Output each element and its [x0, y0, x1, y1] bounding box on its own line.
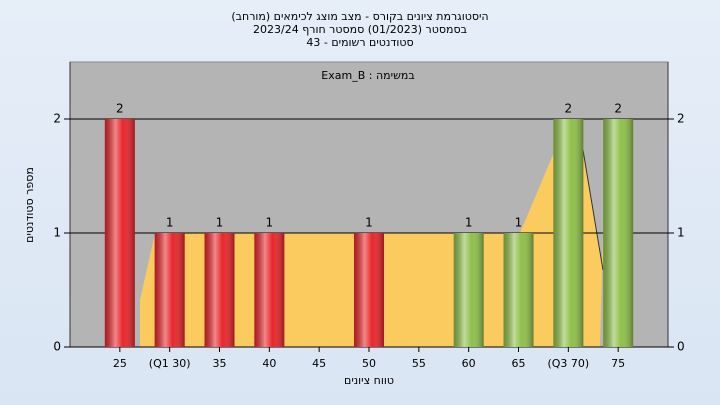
- bar: [204, 233, 235, 347]
- bar: [453, 233, 484, 347]
- x-tick-label: 40: [262, 357, 276, 370]
- data-label: 1: [216, 216, 224, 230]
- data-label: 1: [365, 216, 373, 230]
- bar: [104, 119, 135, 347]
- y-tick-label: 2: [53, 112, 61, 126]
- x-tick-label: 45: [312, 357, 326, 370]
- chart-title: היסטוגרמת ציונים בקורס - מצב מוצג לכימאי…: [231, 10, 488, 23]
- x-tick-label: (Q1 30): [149, 357, 191, 370]
- bar: [254, 233, 285, 347]
- data-label: 1: [515, 216, 523, 230]
- x-tick-label: 55: [412, 357, 426, 370]
- y-tick-label: 1: [53, 226, 61, 240]
- bar: [603, 119, 634, 347]
- x-tick-label: 65: [512, 357, 526, 370]
- x-tick-label: (Q3 70): [547, 357, 589, 370]
- y2-tick-label: 2: [677, 112, 685, 126]
- data-label: 2: [614, 102, 622, 116]
- data-label: 2: [565, 102, 573, 116]
- chart-subtitle: בסמסטר (01/2023) סמסטר חורף 2023/24: [253, 23, 467, 36]
- x-axis-title: טווח ציונים: [344, 374, 394, 387]
- y-axis-title: מספר סטודנטים: [23, 167, 36, 243]
- x-tick-label: 50: [362, 357, 376, 370]
- data-label: 1: [266, 216, 274, 230]
- bar: [154, 233, 185, 347]
- bar: [503, 233, 534, 347]
- x-tick-label: 60: [462, 357, 476, 370]
- x-tick-label: 25: [113, 357, 127, 370]
- y-tick-label: 0: [53, 340, 61, 354]
- data-label: 2: [116, 102, 124, 116]
- x-tick-label: 35: [213, 357, 227, 370]
- data-label: 1: [166, 216, 174, 230]
- data-label: 1: [465, 216, 473, 230]
- y2-tick-label: 1: [677, 226, 685, 240]
- annotation: במשימה : Exam_B: [321, 69, 414, 82]
- bar: [553, 119, 584, 347]
- chart-subtitle: סטודנטים רשומים - 43: [306, 36, 413, 49]
- y2-tick-label: 0: [677, 340, 685, 354]
- x-tick-label: 75: [611, 357, 625, 370]
- bar: [354, 233, 384, 347]
- distribution-line: [582, 149, 604, 271]
